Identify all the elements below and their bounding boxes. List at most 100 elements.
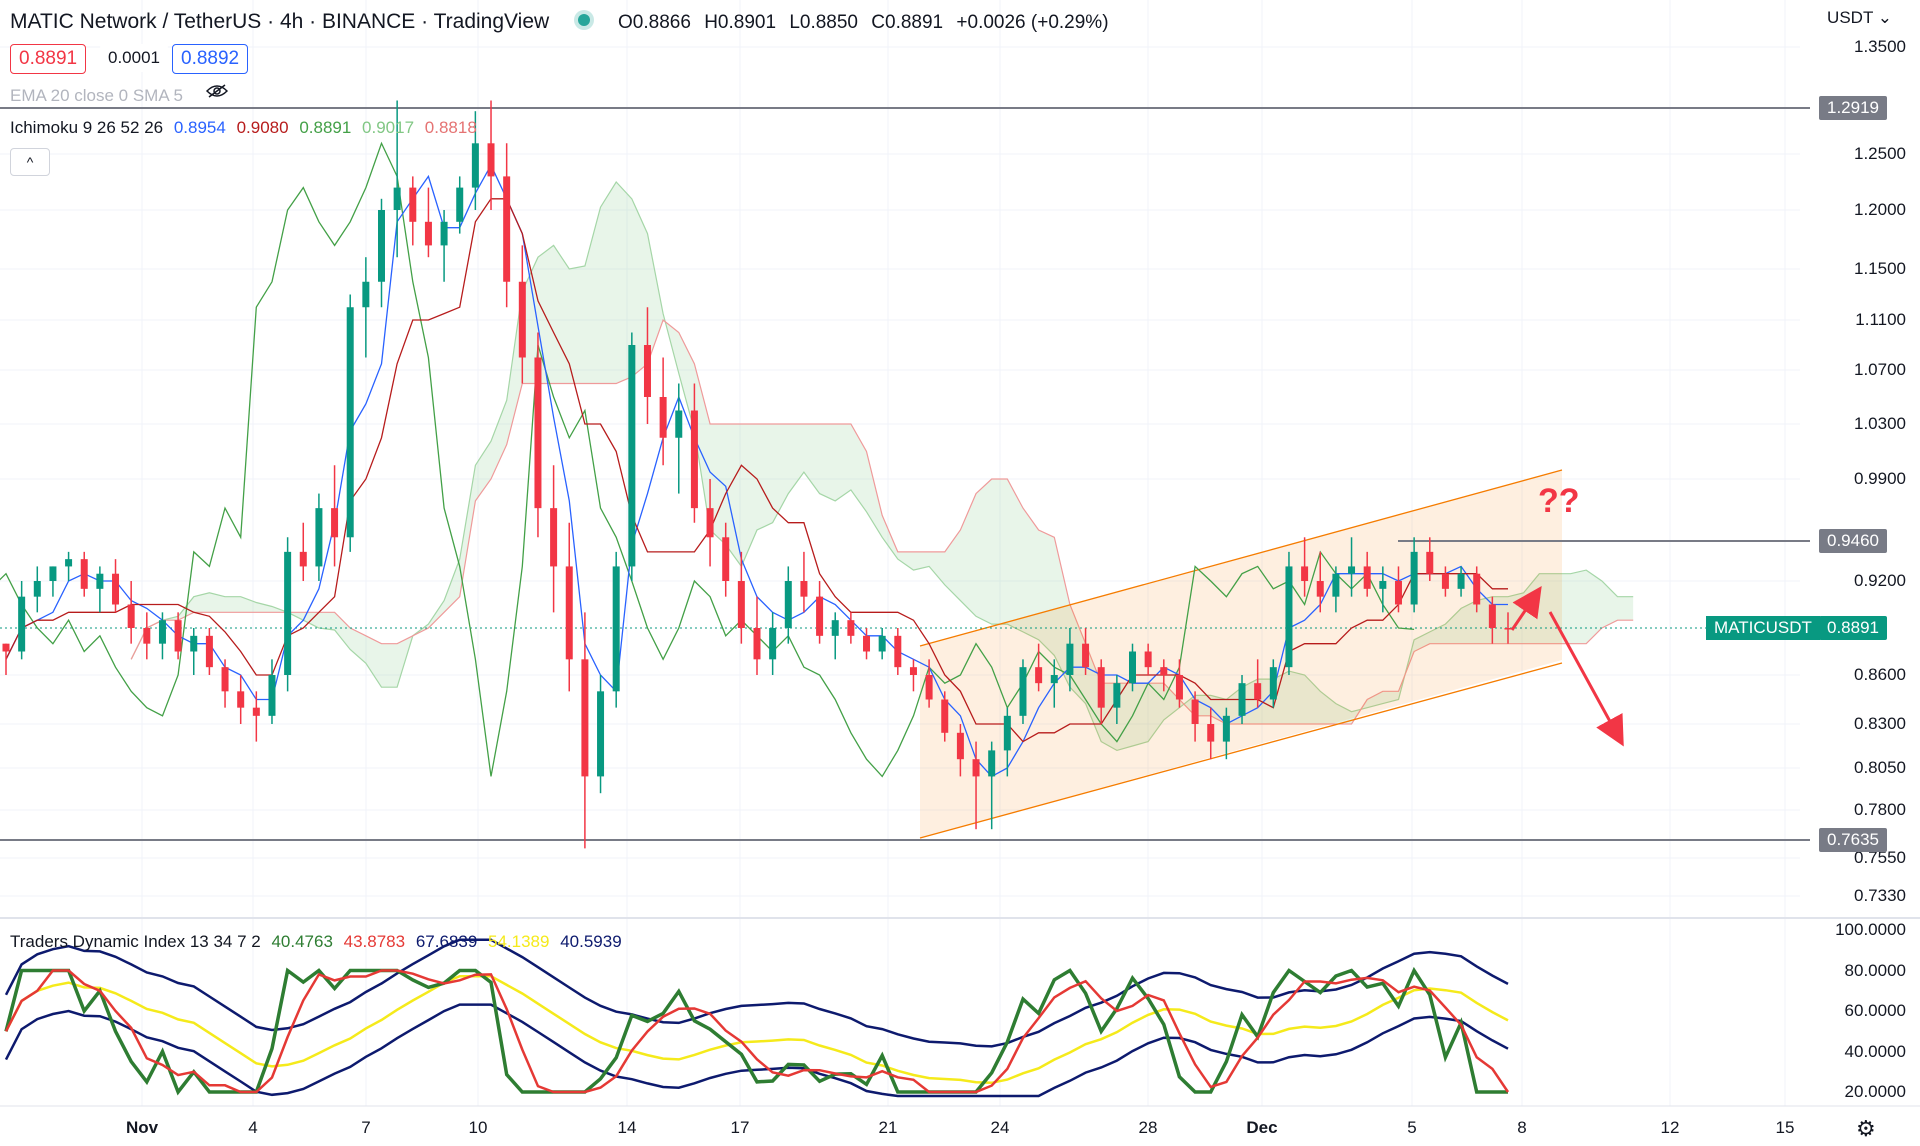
candle bbox=[659, 357, 667, 466]
candle bbox=[753, 596, 761, 675]
sell-button[interactable]: 0.8891 bbox=[10, 44, 87, 74]
ema-legend[interactable]: EMA 20 close 0 SMA 5 bbox=[10, 86, 183, 105]
candle bbox=[706, 479, 714, 567]
candle-body bbox=[1301, 566, 1309, 581]
candle bbox=[878, 628, 886, 660]
candle-body bbox=[205, 635, 213, 668]
candle bbox=[894, 628, 902, 675]
candle-body bbox=[143, 628, 151, 644]
price-tick: 1.2000 bbox=[1854, 200, 1906, 219]
gear-icon[interactable]: ⚙ bbox=[1856, 1116, 1876, 1141]
candle bbox=[988, 741, 996, 830]
candle-body bbox=[1207, 724, 1215, 742]
candle-body bbox=[315, 508, 323, 567]
candle bbox=[737, 551, 745, 644]
candle bbox=[1035, 643, 1043, 692]
candle-body bbox=[1316, 581, 1324, 597]
candle-body bbox=[18, 596, 26, 652]
span-a-value: 0.9017 bbox=[362, 118, 415, 137]
candle-body bbox=[112, 573, 120, 605]
time-label-17: 17 bbox=[730, 1118, 750, 1137]
projection-arrows bbox=[1510, 586, 1624, 747]
tdi-label: Traders Dynamic Index 13 34 7 2 bbox=[10, 932, 261, 951]
kijun-value: 0.9080 bbox=[236, 118, 289, 137]
candle bbox=[1129, 643, 1136, 692]
candle bbox=[581, 612, 589, 849]
time-label-24: 24 bbox=[990, 1118, 1010, 1137]
candle bbox=[1269, 659, 1277, 708]
candle-body bbox=[1175, 675, 1183, 700]
candle bbox=[424, 187, 432, 258]
buy-button[interactable]: 0.8892 bbox=[172, 44, 249, 74]
candle-body bbox=[769, 628, 777, 660]
candle bbox=[174, 612, 182, 660]
time-label-dec: Dec bbox=[1246, 1118, 1278, 1137]
down-arrow bbox=[1548, 611, 1624, 747]
candle-body bbox=[1035, 667, 1043, 684]
currency-selector[interactable]: USDT ⌄ bbox=[1827, 8, 1892, 27]
candle bbox=[1394, 566, 1402, 613]
candle bbox=[2, 643, 10, 675]
collapse-legend-button[interactable]: ^ bbox=[10, 148, 50, 176]
candle-body bbox=[1269, 667, 1277, 700]
ichimoku-legend[interactable]: Ichimoku 9 26 52 26 0.8954 0.9080 0.8891… bbox=[10, 118, 477, 138]
candle-body bbox=[1238, 683, 1246, 716]
time-label-21: 21 bbox=[878, 1118, 898, 1137]
candle-body bbox=[909, 667, 917, 675]
candle bbox=[1348, 537, 1356, 597]
candle bbox=[1332, 566, 1340, 613]
chart-title[interactable]: MATIC Network / TetherUS · 4h · BINANCE … bbox=[10, 10, 550, 33]
candle bbox=[378, 198, 385, 308]
candle-body bbox=[1504, 628, 1512, 630]
price-tick: 0.7330 bbox=[1854, 886, 1906, 905]
candle bbox=[1019, 659, 1027, 724]
candle bbox=[597, 675, 605, 794]
horizontal-levels bbox=[0, 107, 1810, 841]
grid bbox=[0, 0, 1800, 1106]
candle bbox=[956, 724, 964, 777]
level-tag: 0.7635 bbox=[1819, 828, 1887, 852]
candle bbox=[769, 612, 777, 675]
candle-body bbox=[550, 508, 558, 567]
chikou-line bbox=[0, 141, 1415, 778]
ichimoku-label: Ichimoku 9 26 52 26 bbox=[10, 118, 164, 137]
candle bbox=[1363, 551, 1371, 597]
time-label-4: 4 bbox=[248, 1118, 258, 1137]
candle bbox=[534, 332, 542, 538]
candle-body bbox=[409, 187, 417, 222]
candle bbox=[863, 628, 871, 660]
hidden-eye-icon[interactable] bbox=[206, 84, 228, 98]
ohlc-readout: O0.8866 H0.8901 L0.8850 C0.8891 +0.0026 … bbox=[618, 12, 1117, 34]
candle bbox=[941, 691, 949, 742]
candle-body bbox=[440, 221, 448, 246]
market-open-icon bbox=[578, 14, 590, 26]
candle bbox=[362, 257, 370, 358]
candle bbox=[1473, 566, 1481, 613]
candle bbox=[1316, 551, 1324, 613]
price-tick: 0.8600 bbox=[1854, 665, 1906, 684]
chikou-value: 0.8891 bbox=[299, 118, 352, 137]
time-label-12: 12 bbox=[1660, 1118, 1680, 1137]
candle-body bbox=[847, 620, 855, 636]
candle-body bbox=[988, 750, 996, 777]
candle bbox=[1285, 551, 1293, 675]
candle bbox=[299, 522, 307, 581]
close-value: C0.8891 bbox=[871, 12, 944, 33]
candle-body bbox=[299, 551, 307, 567]
candle-body bbox=[925, 675, 933, 700]
price-tick: 1.0300 bbox=[1854, 414, 1906, 433]
candle bbox=[1222, 707, 1230, 760]
up-arrow bbox=[1510, 586, 1542, 631]
candle-body bbox=[1363, 566, 1371, 589]
candle bbox=[237, 675, 245, 724]
candle-body bbox=[1191, 699, 1199, 724]
time-label-5: 5 bbox=[1407, 1118, 1417, 1137]
candle bbox=[1144, 643, 1152, 675]
candle bbox=[1238, 675, 1246, 724]
candle-body bbox=[221, 667, 229, 692]
price-tick: 0.7550 bbox=[1854, 848, 1906, 867]
price-tick: 0.8300 bbox=[1854, 714, 1906, 733]
tdi-legend[interactable]: Traders Dynamic Index 13 34 7 2 40.4763 … bbox=[10, 932, 622, 952]
tdi-pane bbox=[4, 938, 1510, 1098]
